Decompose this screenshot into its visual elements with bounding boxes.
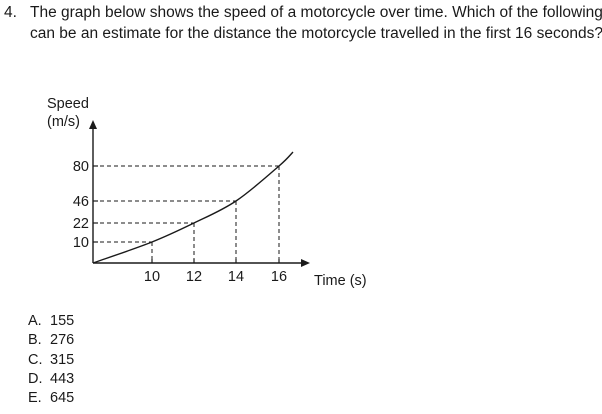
x-axis-label: Time (s) [314, 273, 367, 289]
question-number: 4. [4, 4, 17, 21]
option-d[interactable]: D. 443 [28, 370, 75, 387]
y-tick-labels: 80 46 22 10 [73, 159, 89, 251]
question-line-1: The graph below shows the speed of a mot… [30, 4, 602, 21]
x-tick-label-12: 12 [186, 269, 202, 285]
y-tick-label-46: 46 [73, 194, 89, 210]
option-e[interactable]: E. 645 [28, 390, 75, 407]
y-tick-label-10: 10 [73, 235, 89, 251]
x-tick-label-14: 14 [228, 269, 244, 285]
option-b[interactable]: B. 276 [28, 332, 75, 349]
axis-ticks [93, 165, 280, 263]
y-tick-label-22: 22 [73, 216, 89, 232]
x-tick-labels: 10 12 14 16 [144, 269, 287, 285]
x-tick-label-16: 16 [271, 269, 287, 285]
answer-options: A. 155 B. 276 C. 315 D. 443 E. 645 [28, 312, 74, 408]
speed-curve [92, 151, 294, 264]
y-tick-label-80: 80 [73, 159, 89, 175]
dashed-guides [93, 165, 280, 263]
y-axis-label-line1: Speed [47, 96, 89, 112]
y-axis-label-line2: (m/s) [47, 114, 80, 130]
option-c[interactable]: C. 315 [28, 351, 75, 368]
x-tick-label-10: 10 [144, 269, 160, 285]
question-line-2: can be an estimate for the distance the … [30, 25, 602, 42]
option-a[interactable]: A. 155 [28, 313, 75, 329]
